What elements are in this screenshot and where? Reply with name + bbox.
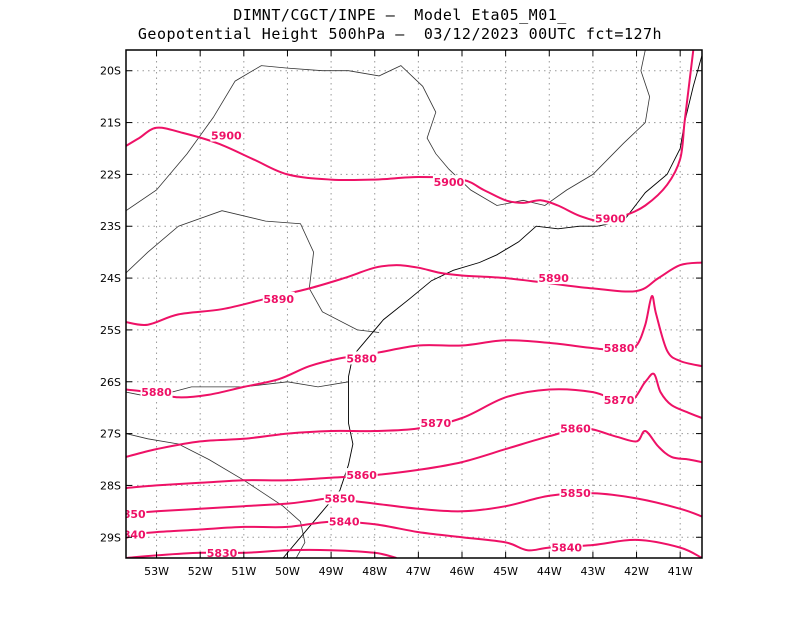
contour-label-bg (594, 211, 627, 225)
lat-tick-label: 23S (100, 220, 121, 233)
contour-label: 5870 (604, 394, 635, 407)
contour-labels: 5900 5900 5900 5890 5890 5880 5880 5880 5870 5870… (115, 128, 636, 560)
lon-tick-label: 42W (624, 565, 649, 578)
contour-label-bg (537, 271, 570, 285)
lon-tick-label: 53W (144, 565, 169, 578)
contour-label-bg (603, 341, 636, 355)
lon-tick-label: 51W (231, 565, 256, 578)
plot-frame (125, 49, 703, 559)
contour-label: 5840 (551, 542, 582, 555)
figure-title-line-2: Geopotential Height 500hPa – 03/12/2023 … (137, 25, 663, 43)
axis-ticks: 53W 52W 51W 50W 49W 48W 47W 46W 45W 44W 43W 42W 41W 2… (100, 50, 702, 578)
contour-label-bg (328, 514, 361, 528)
contour-label-bg (550, 540, 583, 554)
coastline-line (282, 55, 702, 558)
state-border-line (126, 433, 306, 558)
contour-label: 5860 (346, 469, 377, 482)
contour-label: 5830 (207, 547, 238, 560)
lon-tick-label: 41W (668, 565, 693, 578)
contour-label-bg (262, 291, 295, 305)
contour-label-bg (140, 385, 173, 399)
contour-5890 (126, 261, 702, 326)
contour-label-bg (432, 175, 465, 189)
contour-label: 5850 (325, 492, 356, 505)
contour-label: 5890 (538, 272, 569, 285)
lat-tick-label: 29S (100, 531, 121, 544)
figure-title-line-1: DIMNT/CGCT/INPE – Model Eta05_M01_ (233, 6, 567, 24)
contour-label-bg (603, 392, 636, 406)
contour-5840 (126, 520, 702, 558)
contour-label: 5860 (560, 422, 591, 435)
contour-label: 5870 (421, 417, 452, 430)
lon-tick-label: 43W (580, 565, 605, 578)
contour-label: 5900 (434, 176, 465, 189)
contour-5900 (126, 50, 695, 223)
height-contours (126, 50, 702, 558)
contour-5880 (126, 295, 702, 399)
contour-label-bg (419, 416, 452, 430)
lon-tick-label: 46W (450, 565, 475, 578)
lon-tick-label: 45W (493, 565, 518, 578)
contour-label-bg (206, 545, 238, 558)
lat-tick-label: 24S (100, 272, 121, 285)
lon-tick-label: 47W (406, 565, 431, 578)
contour-5870 (126, 372, 702, 458)
contour-label: 5850 (115, 508, 146, 521)
contour-label: 5850 (560, 487, 591, 500)
contour-label: 5880 (346, 352, 377, 365)
lon-tick-label: 48W (362, 565, 387, 578)
lat-tick-label: 22S (100, 168, 121, 181)
contour-label: 5880 (604, 342, 635, 355)
contour-label-bg (323, 491, 356, 505)
lat-tick-label: 25S (100, 324, 121, 337)
contour-label: 5880 (141, 386, 172, 399)
contour-label: 5900 (595, 212, 626, 225)
contour-label: 5900 (211, 130, 242, 143)
lon-tick-label: 50W (275, 565, 300, 578)
lat-tick-label: 21S (100, 117, 121, 130)
lat-tick-label: 27S (100, 428, 121, 441)
lon-tick-label: 44W (537, 565, 562, 578)
contour-label: 5840 (329, 516, 360, 529)
lon-tick-label: 52W (188, 565, 213, 578)
contour-label-bg (127, 506, 147, 520)
contour-label-bg (559, 486, 592, 500)
lon-tick-label: 49W (319, 565, 344, 578)
state-border-line (126, 50, 651, 212)
contour-label: 5840 (115, 529, 146, 542)
contour-5830 (126, 548, 397, 558)
contour-5860 (126, 427, 702, 489)
state-border-line (126, 210, 380, 333)
contour-label-bg (559, 421, 592, 435)
contour-label-bg (345, 351, 378, 365)
contour-label: 5890 (263, 293, 294, 306)
lat-tick-label: 26S (100, 376, 121, 389)
lat-tick-label: 20S (100, 65, 121, 78)
contour-label-bg (345, 468, 378, 482)
coastline (282, 55, 702, 558)
contour-label-bg (210, 128, 243, 142)
contour-5850 (126, 492, 702, 518)
lat-tick-label: 28S (100, 479, 121, 492)
